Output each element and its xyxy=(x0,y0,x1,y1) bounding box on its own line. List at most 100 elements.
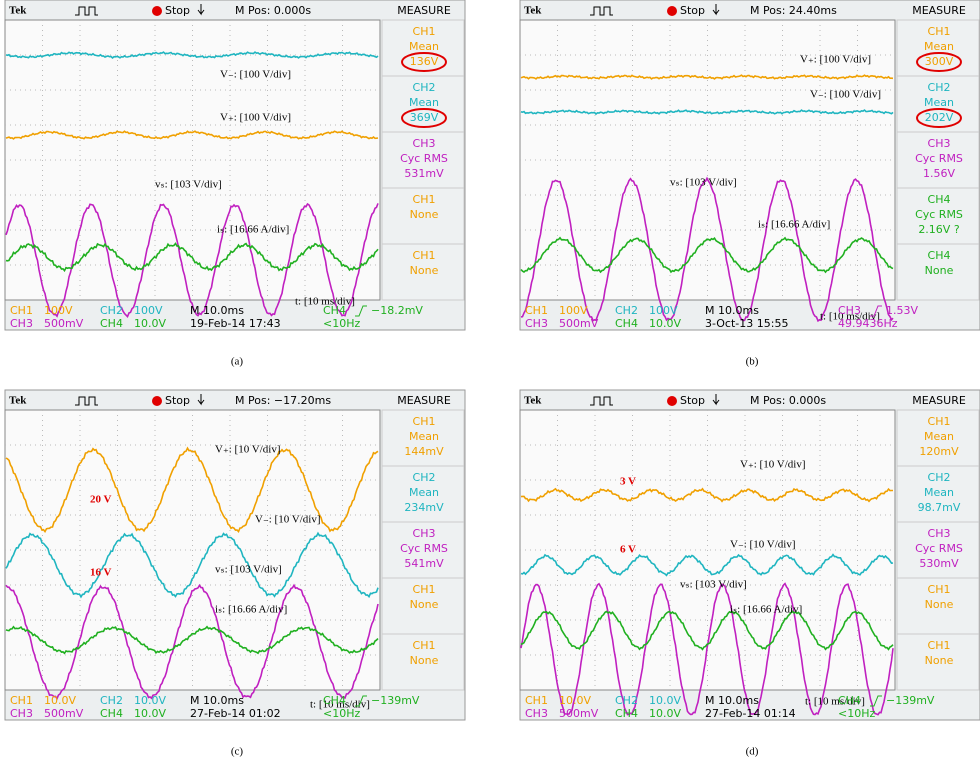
channel-scale: 10.0V xyxy=(559,694,591,707)
channel-name: CH4 xyxy=(615,707,638,720)
measure-line: CH3 xyxy=(928,137,951,150)
measure-title: MEASURE xyxy=(397,394,451,407)
measure-line: Cyc RMS xyxy=(400,542,448,555)
annotation: vₛ: [103 V/div] xyxy=(680,579,747,591)
channel-scale: 10.0V xyxy=(649,694,681,707)
m-position: M Pos: 24.40ms xyxy=(750,4,837,17)
caption: (d) xyxy=(746,746,759,758)
channel-scale: 500mV xyxy=(559,707,599,720)
scope-panel: TekStopM Pos: −17.20msMEASUREV₊: [10 V/d… xyxy=(5,390,465,758)
figure: TekStopM Pos: 0.000sMEASUREV₋: [100 V/di… xyxy=(0,0,980,770)
channel-scale: 10.0V xyxy=(649,317,681,330)
trigger-frequency: <10Hz xyxy=(323,317,360,330)
annotation: V₊: [100 V/div] xyxy=(220,112,291,124)
annotation: 16 V xyxy=(90,567,112,579)
trigger-channel: CH4 xyxy=(838,694,861,707)
channel-name: CH3 xyxy=(10,317,33,330)
measure-line: None xyxy=(925,264,954,277)
brand: Tek xyxy=(524,5,542,17)
annotation: vₛ: [103 V/div] xyxy=(670,177,737,189)
measure-line: CH1 xyxy=(413,193,436,206)
stop-indicator xyxy=(152,6,162,16)
caption: (c) xyxy=(231,746,244,758)
channel-name: CH1 xyxy=(525,694,548,707)
annotation: 20 V xyxy=(90,494,112,506)
date-time: 27-Feb-14 01:14 xyxy=(705,707,796,720)
measure-line: Mean xyxy=(409,96,439,109)
annotation: 3 V xyxy=(620,476,636,488)
channel-name: CH4 xyxy=(100,317,123,330)
annotation: iₛ: [16.66 A/div] xyxy=(730,604,802,616)
trigger-channel: CH4 xyxy=(323,304,346,317)
measure-line: CH2 xyxy=(413,81,436,94)
measure-line: CH1 xyxy=(413,639,436,652)
measure-line: Cyc RMS xyxy=(915,542,963,555)
measure-line: CH2 xyxy=(928,471,951,484)
run-state: Stop xyxy=(680,4,705,17)
channel-scale: 10.0V xyxy=(649,707,681,720)
measure-line: 98.7mV xyxy=(918,501,961,514)
measure-line: 300V xyxy=(925,55,954,68)
measure-line: CH4 xyxy=(928,193,951,206)
annotation: 6 V xyxy=(620,544,636,556)
measure-line: CH1 xyxy=(928,583,951,596)
measure-line: CH3 xyxy=(413,137,436,150)
stop-indicator xyxy=(667,6,677,16)
trigger-level: −139mV xyxy=(371,694,420,707)
trigger-level: −139mV xyxy=(886,694,935,707)
measure-line: 120mV xyxy=(919,445,959,458)
annotation: iₛ: [16.66 A/div] xyxy=(758,219,830,231)
timebase: M 10.0ms xyxy=(190,694,244,707)
measure-line: Mean xyxy=(409,430,439,443)
measure-line: CH1 xyxy=(413,415,436,428)
trigger-level: −18.2mV xyxy=(371,304,423,317)
channel-name: CH2 xyxy=(100,694,123,707)
measure-line: 530mV xyxy=(919,557,959,570)
m-position: M Pos: 0.000s xyxy=(750,394,826,407)
page: {"channel_colors":{"CH1":"#f0a000","CH2"… xyxy=(0,0,980,770)
caption: (a) xyxy=(231,356,244,368)
annotation: vₛ: [103 V/div] xyxy=(215,564,282,576)
channel-name: CH1 xyxy=(10,304,33,317)
annotation: vₛ: [103 V/div] xyxy=(155,179,222,191)
trigger-frequency: 49.9436Hz xyxy=(838,317,898,330)
measure-line: Cyc RMS xyxy=(400,152,448,165)
measure-line: 1.56V xyxy=(923,167,955,180)
measure-line: CH3 xyxy=(928,527,951,540)
measure-line: 202V xyxy=(925,111,954,124)
trigger-level: 1.53V xyxy=(886,304,918,317)
channel-scale: 100V xyxy=(559,304,588,317)
measure-line: None xyxy=(925,654,954,667)
brand: Tek xyxy=(9,395,27,407)
channel-scale: 500mV xyxy=(44,707,84,720)
trigger-frequency: <10Hz xyxy=(838,707,875,720)
measure-line: Mean xyxy=(924,486,954,499)
channel-name: CH4 xyxy=(100,707,123,720)
measure-line: None xyxy=(410,598,439,611)
caption: (b) xyxy=(746,356,759,368)
annotation: iₛ: [16.66 A/div] xyxy=(217,224,289,236)
channel-scale: 10.0V xyxy=(134,694,166,707)
measure-line: Mean xyxy=(409,486,439,499)
measure-line: None xyxy=(925,598,954,611)
measure-line: Cyc RMS xyxy=(915,208,963,221)
timebase: M 10.0ms xyxy=(190,304,244,317)
scope-panel: TekStopM Pos: 0.000sMEASUREV₋: [100 V/di… xyxy=(5,0,465,368)
channel-name: CH1 xyxy=(525,304,548,317)
channel-scale: 500mV xyxy=(44,317,84,330)
date-time: 19-Feb-14 17:43 xyxy=(190,317,281,330)
scope-panel: TekStopM Pos: 24.40msMEASUREV₊: [100 V/d… xyxy=(520,0,980,368)
m-position: M Pos: 0.000s xyxy=(235,4,311,17)
channel-name: CH3 xyxy=(10,707,33,720)
brand: Tek xyxy=(9,5,27,17)
measure-line: CH1 xyxy=(928,639,951,652)
measure-line: CH1 xyxy=(413,25,436,38)
measure-title: MEASURE xyxy=(912,394,966,407)
trigger-frequency: <10Hz xyxy=(323,707,360,720)
annotation: V₊: [10 V/div] xyxy=(215,444,281,456)
measure-line: CH1 xyxy=(413,249,436,262)
measure-line: CH2 xyxy=(413,471,436,484)
measure-line: None xyxy=(410,654,439,667)
measure-line: CH1 xyxy=(928,25,951,38)
measure-line: 136V xyxy=(410,55,439,68)
